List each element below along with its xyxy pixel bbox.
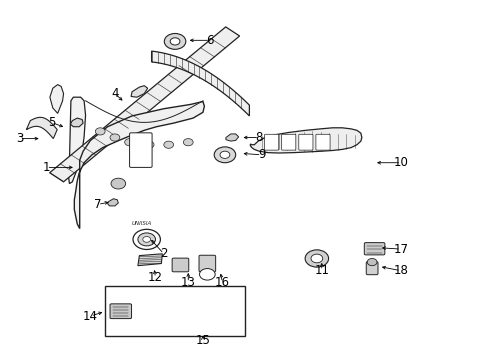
Circle shape — [124, 139, 134, 146]
Text: 6: 6 — [206, 34, 214, 47]
Text: 11: 11 — [314, 264, 328, 277]
Text: 9: 9 — [257, 148, 265, 161]
Polygon shape — [50, 85, 63, 113]
Text: 1: 1 — [42, 161, 50, 174]
FancyBboxPatch shape — [199, 255, 215, 272]
Circle shape — [163, 141, 173, 148]
Polygon shape — [225, 134, 238, 141]
FancyBboxPatch shape — [366, 262, 377, 275]
FancyBboxPatch shape — [110, 304, 131, 319]
FancyBboxPatch shape — [364, 243, 384, 255]
Circle shape — [95, 128, 105, 135]
Polygon shape — [138, 254, 162, 266]
Circle shape — [305, 250, 328, 267]
Text: 4: 4 — [111, 87, 119, 100]
Circle shape — [138, 233, 155, 246]
Text: 7: 7 — [94, 198, 102, 211]
Text: 17: 17 — [393, 243, 407, 256]
Text: 18: 18 — [393, 264, 407, 277]
FancyBboxPatch shape — [264, 134, 278, 150]
Circle shape — [199, 269, 215, 280]
Text: UNIISIA: UNIISIA — [131, 221, 152, 226]
Circle shape — [164, 33, 185, 49]
Text: 16: 16 — [215, 276, 229, 289]
Circle shape — [183, 139, 193, 146]
Polygon shape — [131, 86, 147, 97]
Polygon shape — [151, 51, 249, 116]
Circle shape — [111, 178, 125, 189]
FancyBboxPatch shape — [298, 134, 312, 150]
Circle shape — [110, 134, 120, 141]
Polygon shape — [250, 128, 361, 153]
Polygon shape — [74, 102, 204, 229]
Circle shape — [366, 258, 376, 266]
Text: 2: 2 — [160, 247, 167, 260]
Circle shape — [214, 147, 235, 163]
Text: 5: 5 — [47, 116, 55, 129]
Polygon shape — [68, 97, 85, 184]
Text: 3: 3 — [16, 132, 23, 145]
Circle shape — [144, 141, 154, 148]
FancyBboxPatch shape — [281, 134, 295, 150]
Circle shape — [142, 237, 150, 242]
FancyBboxPatch shape — [129, 133, 152, 167]
Text: 8: 8 — [255, 131, 263, 144]
Polygon shape — [107, 199, 118, 206]
Polygon shape — [50, 27, 239, 182]
Text: 13: 13 — [181, 276, 195, 289]
Circle shape — [170, 38, 180, 45]
Text: 14: 14 — [83, 310, 98, 323]
Text: 12: 12 — [148, 271, 163, 284]
Polygon shape — [70, 118, 83, 127]
Bar — [105, 286, 244, 336]
Circle shape — [310, 254, 322, 263]
Text: 15: 15 — [195, 334, 210, 347]
Polygon shape — [26, 117, 57, 139]
FancyBboxPatch shape — [315, 134, 329, 150]
Text: 10: 10 — [393, 156, 407, 169]
Circle shape — [220, 151, 229, 158]
FancyBboxPatch shape — [172, 258, 188, 272]
